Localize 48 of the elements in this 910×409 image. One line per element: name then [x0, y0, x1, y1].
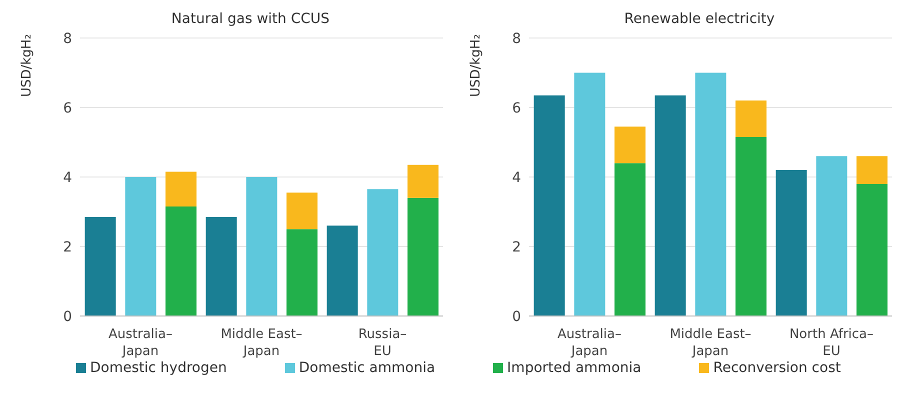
x-tick-label: Russia–EU [358, 327, 407, 359]
y-tick-label: 4 [512, 170, 522, 186]
y-tick-label: 4 [63, 170, 72, 186]
bar [326, 226, 358, 316]
y-axis-title: USD/kgH₂ [20, 34, 35, 97]
y-tick-label: 2 [63, 239, 72, 256]
bar [736, 137, 767, 316]
legend-label: Domestic hydrogen [89, 360, 227, 376]
y-tick-label: 2 [512, 239, 521, 256]
bar [408, 198, 439, 316]
bar [166, 172, 197, 207]
x-tick-label: Australia–Japan [557, 327, 622, 359]
x-tick-label: Middle East–Japan [220, 327, 302, 359]
bar [856, 156, 888, 184]
bar [367, 189, 398, 316]
bar [246, 177, 278, 316]
bar [408, 164, 439, 198]
legend-label: Domestic ammonia [298, 360, 436, 376]
bar [534, 95, 565, 316]
bar [654, 95, 686, 316]
bar [84, 216, 116, 316]
bar [614, 126, 646, 164]
bar [286, 192, 318, 230]
bar [736, 100, 767, 138]
legend-label: Imported ammonia [506, 360, 642, 376]
bar [776, 170, 807, 316]
bar [286, 229, 318, 316]
x-tick-label: Australia–Japan [108, 327, 173, 359]
bar [695, 72, 726, 316]
y-tick-label: 6 [512, 100, 522, 116]
bar [166, 206, 197, 316]
x-tick-label: North Africa–EU [789, 327, 874, 359]
bar [816, 156, 848, 316]
y-tick-label: 8 [512, 30, 521, 47]
y-tick-label: 0 [63, 308, 72, 325]
bar [125, 177, 156, 316]
legend-label: Reconversion cost [712, 360, 841, 376]
chart-title: Natural gas with CCUS [170, 10, 331, 29]
bar [206, 216, 237, 316]
chart-title: Renewable electricity [623, 10, 776, 29]
y-tick-label: 8 [63, 30, 72, 47]
x-tick-label: Middle East–Japan [670, 327, 752, 359]
bar [574, 72, 606, 316]
y-axis-title: USD/kgH₂ [468, 34, 484, 97]
y-tick-label: 6 [63, 100, 72, 116]
bar [856, 184, 888, 316]
bar [614, 163, 646, 316]
y-tick-label: 0 [512, 308, 521, 325]
